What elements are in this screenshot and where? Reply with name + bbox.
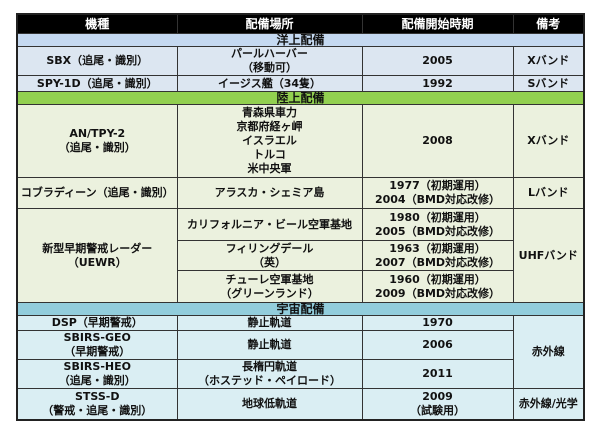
note: Sバンド (512, 75, 585, 92)
location: フィリングデール （英） (176, 240, 363, 271)
note: 赤外線/光学 (512, 388, 585, 420)
line: SBIRS-HEO (63, 360, 131, 373)
line: 2009（BMD対応改修） (374, 286, 501, 300)
section-space: 宇宙配備 (16, 302, 585, 316)
table-row: DSP（早期警戒） 静止軌道 1970 赤外線 (16, 315, 585, 389)
start: 2006 (361, 330, 514, 360)
location: 青森県車力 京都府経ヶ岬 イスラエル トルコ 米中央軍 (176, 104, 363, 178)
line: 京都府経ヶ岬 (236, 120, 303, 133)
line: （UEWR） (67, 255, 127, 269)
line: （移動可） (242, 61, 297, 74)
line: 米中央軍 (247, 162, 292, 175)
start: 1977（初期運用） 2004（BMD対応改修） (361, 177, 514, 209)
start: 1970 (361, 315, 514, 331)
start: 1963（初期運用） 2007（BMD対応改修） (361, 240, 514, 271)
location: 静止軌道 (176, 330, 363, 360)
start: 2005 (361, 46, 514, 76)
start: 2011 (361, 359, 514, 389)
model: SBIRS-GEO （早期警戒） (16, 330, 178, 360)
start: 1992 (361, 75, 514, 92)
header-row: 機種 配備場所 配備開始時期 備考 (16, 13, 585, 34)
line: 2007（BMD対応改修） (374, 255, 501, 269)
radar-deployment-table: 機種 配備場所 配備開始時期 備考 洋上配備 SBX（追尾・識別） パールハーバ… (16, 13, 585, 421)
model: コブラディーン（追尾・識別） (16, 177, 178, 209)
note: UHFバンド (512, 208, 585, 303)
line: AN/TPY-2 (69, 127, 126, 140)
line: （ホステッド・ペイロード） (198, 374, 341, 387)
model: SPY-1D（追尾・識別） (16, 75, 178, 92)
line: 青森県車力 (242, 106, 297, 119)
start: 2008 (361, 104, 514, 178)
line: （警戒・追尾・識別） (42, 403, 153, 417)
line: 2009 (422, 389, 453, 403)
header-note: 備考 (512, 13, 585, 34)
line: （早期警戒） (64, 345, 131, 358)
table-row: SBIRS-GEO （早期警戒） 静止軌道 2006 (16, 330, 584, 360)
location: 静止軌道 (176, 315, 363, 331)
table-row: 新型早期警戒レーダー （UEWR） カリフォルニア・ビール空軍基地 1980（初期… (16, 208, 585, 303)
line: 1977（初期運用） (389, 179, 486, 192)
line: （グリーンランド） (220, 286, 319, 300)
line: 新型早期警戒レーダー (42, 241, 153, 255)
table-row: STSS-D （警戒・追尾・識別） 地球低軌道 2009 （試験用） 赤外線/光学 (16, 388, 585, 420)
note: Lバンド (512, 177, 585, 209)
line: （追尾・識別） (58, 141, 136, 154)
table-row: SBX（追尾・識別） パールハーバー （移動可） 2005 Xバンド (16, 46, 585, 76)
location: カリフォルニア・ビール空軍基地 (176, 208, 363, 241)
model: SBIRS-HEO （追尾・識別） (16, 359, 178, 389)
table-row: フィリングデール （英） 1963（初期運用） 2007（BMD対応改修） (17, 240, 584, 271)
location: パールハーバー （移動可） (176, 46, 363, 76)
table-row: SPY-1D（追尾・識別） イージス艦（34隻） 1992 Sバンド (16, 75, 585, 92)
location: 地球低軌道 (176, 388, 363, 420)
line: パールハーバー (231, 47, 308, 60)
location: イージス艦（34隻） (176, 75, 363, 92)
line: チューレ空軍基地 (225, 272, 314, 286)
table-row: コブラディーン（追尾・識別） アラスカ・シェミア島 1977（初期運用） 2004… (16, 177, 585, 209)
model: STSS-D （警戒・追尾・識別） (16, 388, 178, 420)
line: 1980（初期運用） (389, 210, 486, 224)
line: （英） (253, 255, 286, 269)
section-ocean: 洋上配備 (16, 33, 585, 47)
line: トルコ (253, 148, 286, 161)
section-land: 陸上配備 (16, 91, 585, 105)
line: STSS-D (75, 389, 120, 403)
line: 2004（BMD対応改修） (374, 193, 501, 206)
line: 長楕円軌道 (242, 360, 297, 373)
model: SBX（追尾・識別） (16, 46, 178, 76)
location: 長楕円軌道 （ホステッド・ペイロード） (176, 359, 363, 389)
start: 1980（初期運用） 2005（BMD対応改修） (361, 208, 514, 241)
header-model: 機種 (16, 13, 178, 34)
table-row: AN/TPY-2 （追尾・識別） 青森県車力 京都府経ヶ岬 イスラエル トルコ 米… (16, 104, 585, 178)
line: イスラエル (242, 134, 297, 147)
note: Xバンド (512, 104, 585, 178)
line: SBIRS-GEO (63, 331, 131, 344)
model: AN/TPY-2 （追尾・識別） (16, 104, 178, 178)
note: 赤外線 (512, 315, 585, 389)
note: Xバンド (512, 46, 585, 76)
location: アラスカ・シェミア島 (176, 177, 363, 209)
table-row: SBIRS-HEO （追尾・識別） 長楕円軌道 （ホステッド・ペイロード） 2011 (16, 359, 584, 389)
line: フィリングデール (225, 241, 314, 255)
model: DSP（早期警戒） (16, 315, 178, 331)
header-start: 配備開始時期 (361, 13, 514, 34)
line: （追尾・識別） (58, 374, 136, 387)
line: 2005（BMD対応改修） (374, 224, 501, 238)
model: 新型早期警戒レーダー （UEWR） (16, 208, 178, 303)
line: 1963（初期運用） (389, 241, 486, 255)
header-location: 配備場所 (176, 13, 363, 34)
table-row: チューレ空軍基地 （グリーンランド） 1960（初期運用） 2009（BMD対応改修… (17, 270, 584, 303)
location: チューレ空軍基地 （グリーンランド） (176, 270, 363, 303)
start: 1960（初期運用） 2009（BMD対応改修） (361, 270, 514, 303)
start: 2009 （試験用） (361, 388, 514, 420)
line: （試験用） (410, 403, 465, 417)
line: 1960（初期運用） (389, 272, 486, 286)
